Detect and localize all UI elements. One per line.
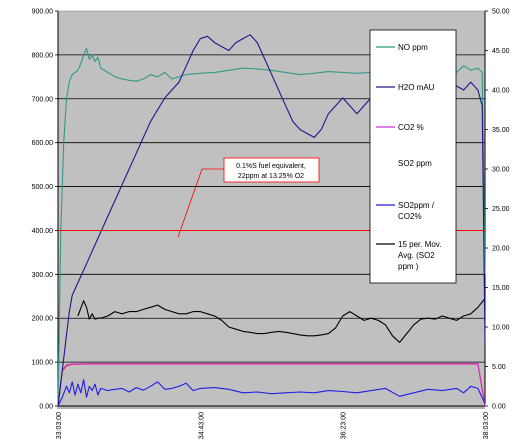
series-layer: [57, 34, 486, 407]
y2-tick-label: 50.00: [492, 9, 510, 16]
annotation-leader: [177, 168, 224, 238]
y-tick-label: 100.00: [32, 360, 54, 367]
y-tick-label: 700.00: [32, 96, 54, 103]
y-tick-label: 900.00: [32, 9, 54, 16]
y2-tick-label: 15.00: [492, 285, 510, 292]
y2-tick-label: 0.00: [492, 404, 506, 411]
x-tick-label: 38:03:00: [483, 412, 490, 439]
legend-label: 15 per. Mov. Avg. (SO2 ppm ): [398, 240, 441, 271]
x-tick-label: 33:03:00: [56, 412, 63, 439]
y2-tick-label: 45.00: [492, 48, 510, 55]
legend-label: H2O mAU: [398, 83, 435, 92]
x-tick-label: 34:43:00: [198, 412, 205, 439]
legend-label: SO2 ppm: [398, 159, 432, 168]
legend: NO ppm H2O mAU CO2 % SO2 ppm SO2ppm / CO2% 15 …: [369, 29, 457, 284]
y2-tick-label: 5.00: [492, 364, 506, 371]
y-tick-label: 200.00: [32, 316, 54, 323]
y-tick-label: 300.00: [32, 272, 54, 279]
axis-ticks: 0.00 100.00 200.00 300.00 400.00 500.00 600.00…: [32, 9, 510, 440]
legend-label: SO2ppm / CO2%: [398, 201, 435, 221]
y2-tick-label: 20.00: [492, 246, 510, 253]
y-tick-label: 400.00: [32, 228, 54, 235]
legend-label: CO2 %: [398, 123, 424, 132]
y2-tick-label: 40.00: [492, 88, 510, 95]
y2-tick-label: 10.00: [492, 325, 510, 332]
series-line-2: [57, 363, 486, 407]
y-tick-label: 0.00: [39, 404, 53, 411]
y-tick-label: 600.00: [32, 140, 54, 147]
annotation-line-1: 0.1%S fuel equivalent,: [236, 163, 306, 170]
x-tick-label: 36:23:00: [341, 412, 348, 439]
series-line-4: [57, 379, 486, 407]
annotation-box: [223, 157, 320, 183]
y2-tick-label: 25.00: [492, 206, 510, 213]
legend-box: [369, 29, 457, 284]
annotation-line-2: 22ppm at 13.25% O2: [238, 173, 304, 180]
y2-tick-label: 35.00: [492, 127, 510, 134]
legend-label: NO ppm: [398, 43, 428, 52]
y-tick-label: 800.00: [32, 52, 54, 59]
y-tick-label: 500.00: [32, 184, 54, 191]
y2-tick-label: 30.00: [492, 167, 510, 174]
series-line-5: [77, 298, 486, 343]
